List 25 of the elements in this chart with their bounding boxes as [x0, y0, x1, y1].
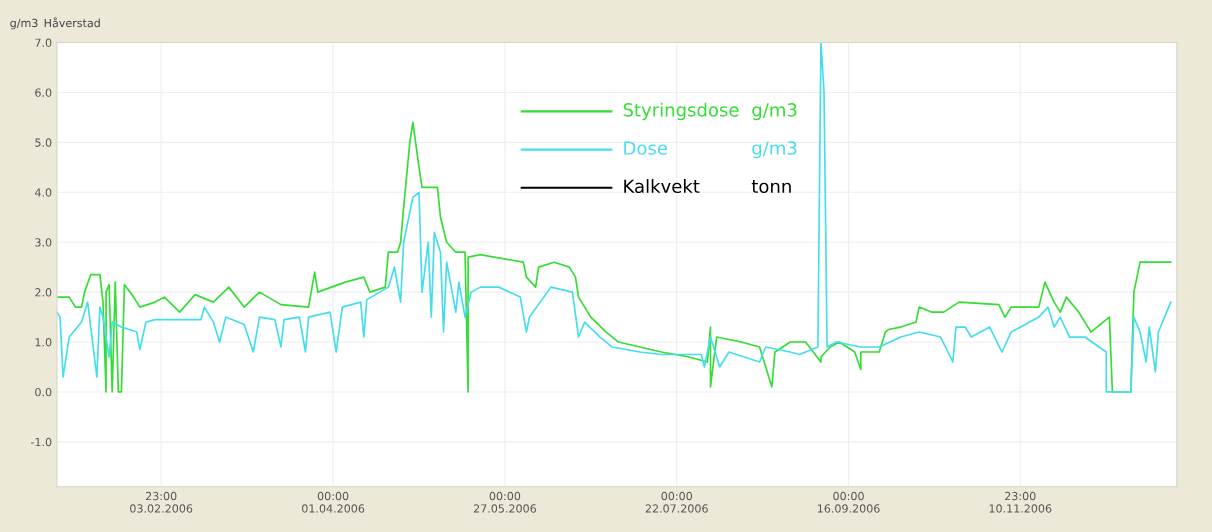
- legend-label: Kalkvekt: [624, 179, 700, 194]
- annotation: g/m3: [752, 103, 797, 121]
- x-tick-label: 00:00 16.09.2006: [817, 491, 880, 513]
- x-tick-label: 00:00 22.07.2006: [645, 491, 708, 513]
- y-tick-label: 2.0: [35, 288, 52, 297]
- x-tick-label: 23:00 03.02.2006: [130, 491, 193, 513]
- line-series: [56, 121, 1172, 393]
- y-tick-label: 0.0: [35, 387, 52, 397]
- x-tick-label: 00:00 01.04.2006: [302, 491, 365, 513]
- x-tick-label: 00:00 27.05.2006: [473, 491, 537, 513]
- chart-title: Håverstad: [44, 17, 100, 28]
- y-tick-label: 5.0: [35, 138, 52, 147]
- y-axis-title: g/m3: [10, 18, 38, 30]
- line-series: [56, 42, 1172, 393]
- y-tick-label: 6.0: [35, 88, 52, 97]
- y-tick-label: 1.0: [35, 338, 52, 347]
- legend-label: Styringsdose: [623, 102, 739, 121]
- legend-label: Dose: [624, 141, 668, 155]
- annotation: tonn: [751, 180, 791, 194]
- annotation: g/m3: [752, 141, 797, 159]
- y-tick-label: 3.0: [35, 238, 52, 247]
- y-tick-label: 7.0: [35, 38, 52, 47]
- y-tick-label: 4.0: [34, 188, 52, 197]
- x-tick-label: 23:00 10.11.2006: [989, 491, 1052, 513]
- y-tick-label: -1.0: [30, 437, 52, 447]
